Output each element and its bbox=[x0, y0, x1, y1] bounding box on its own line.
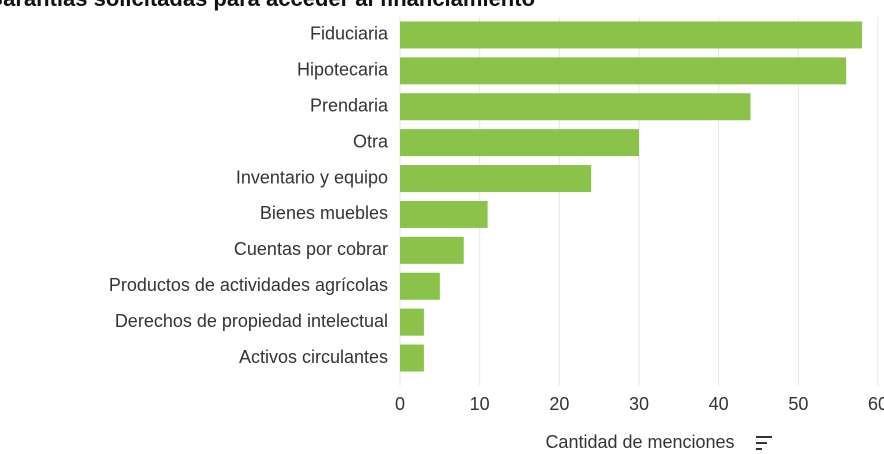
y-tick-label: Fiduciaria bbox=[310, 24, 389, 44]
bar bbox=[400, 21, 863, 49]
x-tick-label: 30 bbox=[629, 394, 649, 414]
bar bbox=[400, 57, 847, 85]
bar bbox=[400, 272, 440, 300]
y-tick-label: Productos de actividades agrícolas bbox=[109, 275, 388, 295]
bar bbox=[400, 165, 592, 193]
y-tick-label: Activos circulantes bbox=[239, 347, 388, 367]
chart-title: Garantías solicitadas para acceder al fi… bbox=[0, 0, 535, 11]
bar bbox=[400, 236, 464, 264]
sort-icon[interactable] bbox=[756, 436, 772, 450]
x-axis-label: Cantidad de menciones bbox=[545, 432, 734, 452]
x-tick-label: 40 bbox=[709, 394, 729, 414]
y-tick-label: Derechos de propiedad intelectual bbox=[115, 311, 388, 331]
bar bbox=[400, 344, 424, 372]
y-tick-label: Hipotecaria bbox=[297, 60, 389, 80]
y-tick-label: Bienes muebles bbox=[260, 203, 388, 223]
x-tick-label: 50 bbox=[788, 394, 808, 414]
y-tick-label: Otra bbox=[353, 131, 389, 151]
bar bbox=[400, 129, 639, 157]
x-tick-label: 10 bbox=[470, 394, 490, 414]
x-tick-label: 0 bbox=[395, 394, 405, 414]
bar bbox=[400, 200, 488, 228]
bar bbox=[400, 308, 424, 336]
x-tick-label: 60 bbox=[868, 394, 884, 414]
x-tick-label: 20 bbox=[549, 394, 569, 414]
y-tick-label: Prendaria bbox=[310, 96, 389, 116]
y-tick-label: Inventario y equipo bbox=[236, 167, 388, 187]
y-tick-label: Cuentas por cobrar bbox=[234, 239, 388, 259]
bar bbox=[400, 93, 751, 121]
